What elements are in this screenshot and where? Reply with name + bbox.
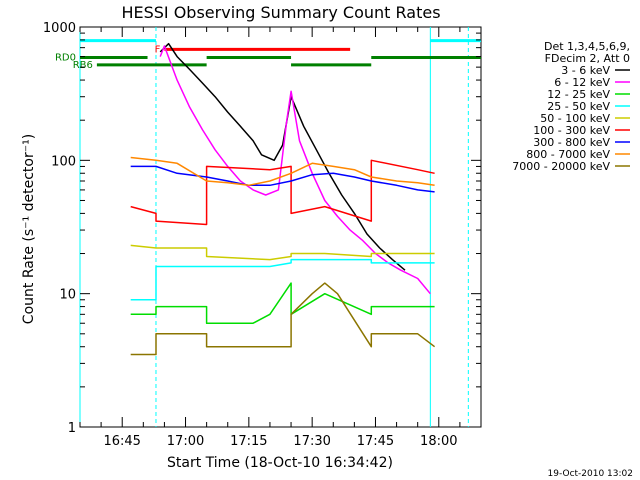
legend-label-3: 25 - 50 keV (547, 100, 610, 113)
legend-header-0: Det 1,3,4,5,6,9, (544, 40, 630, 53)
y-tick-label-2: 100 (51, 154, 76, 169)
x-tick-label-2: 17:15 (230, 434, 267, 449)
series-lines (130, 42, 436, 356)
legend-label-2: 12 - 25 keV (547, 88, 610, 101)
footer-timestamp: 19-Oct-2010 13:02 (548, 469, 633, 479)
y-axis-label: Count Rate (s⁻¹ detector⁻¹) (21, 134, 37, 324)
y-axis-ticks: 1 10 100 1000 (43, 21, 481, 436)
plot-frame (79, 26, 482, 428)
x-axis-ticks: 16:45 17:00 17:15 17:30 17:45 18:00 (79, 27, 482, 449)
legend-label-1: 6 - 12 keV (554, 76, 610, 89)
x-tick-label-4: 17:45 (357, 434, 394, 449)
series-line-4 (130, 244, 435, 261)
flag-label-1: RD0 (55, 53, 76, 64)
x-tick-label-1: 17:00 (167, 434, 204, 449)
vertical-markers (79, 27, 469, 427)
legend: Det 1,3,4,5,6,9,FDecim 2, Att 03 - 6 keV… (512, 40, 630, 173)
x-tick-label-5: 18:00 (420, 434, 457, 449)
series-line-6 (130, 165, 435, 193)
series-line-3 (130, 258, 435, 301)
legend-label-7: 800 - 7000 keV (526, 148, 610, 161)
legend-label-5: 100 - 300 keV (533, 124, 610, 137)
legend-label-4: 50 - 100 keV (540, 112, 610, 125)
series-line-8 (130, 282, 436, 356)
flag-label-4: RB6 (73, 60, 93, 71)
legend-label-0: 3 - 6 keV (561, 64, 610, 77)
legend-label-6: 300 - 800 keV (533, 136, 610, 149)
series-line-5 (130, 159, 435, 226)
x-tick-label-3: 17:30 (293, 434, 330, 449)
y-tick-label-0: 1 (68, 421, 76, 436)
x-tick-label-0: 16:45 (103, 434, 140, 449)
series-line-1 (159, 45, 431, 295)
chart-title: HESSI Observing Summary Count Rates (121, 3, 440, 22)
flag-label-0: F (155, 44, 161, 55)
series-line-2 (130, 282, 435, 324)
y-tick-label-3: 1000 (43, 21, 76, 36)
x-axis-label: Start Time (18-Oct-10 16:34:42) (167, 455, 393, 471)
legend-label-8: 7000 - 20000 keV (512, 160, 610, 173)
series-line-7 (130, 156, 435, 187)
y-tick-label-1: 10 (59, 288, 76, 303)
legend-header-1: FDecim 2, Att 0 (545, 52, 630, 65)
series-line-0 (159, 42, 406, 271)
